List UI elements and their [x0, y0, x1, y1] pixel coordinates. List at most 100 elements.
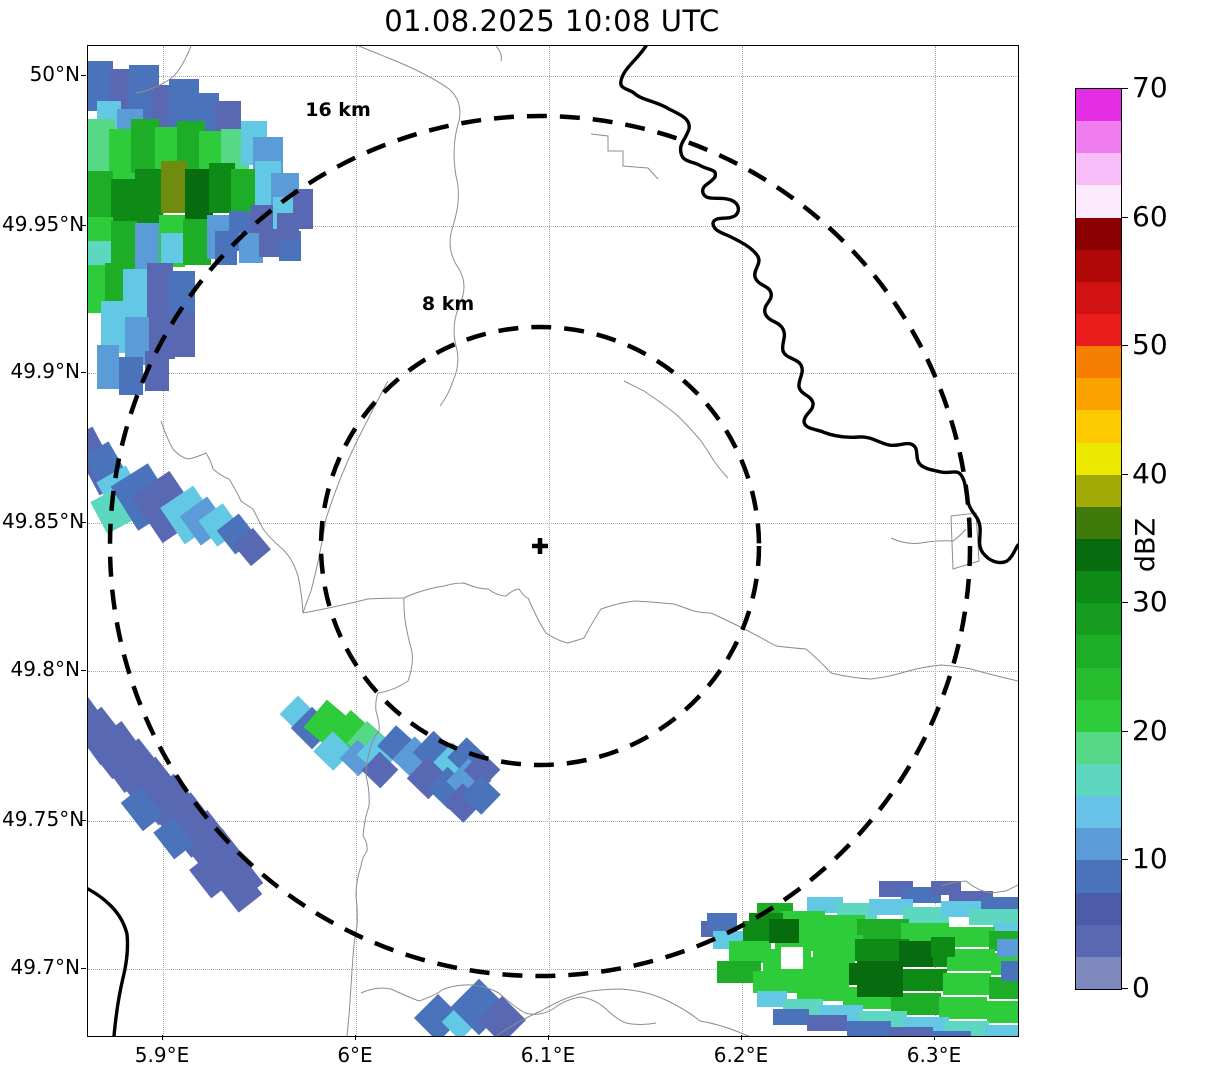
- river-border-path: [619, 46, 1018, 565]
- colorbar-segment: [1076, 602, 1121, 636]
- colorbar-segment: [1076, 634, 1121, 668]
- radar-cell: [969, 909, 1018, 925]
- radar-cell: [985, 1025, 1018, 1036]
- colorbar-segment: [1076, 924, 1121, 957]
- colorbar-tick-mark: [1121, 859, 1128, 861]
- radar-cell: [997, 939, 1018, 957]
- radar-cell: [259, 229, 279, 257]
- radar-cell: [797, 979, 849, 1001]
- colorbar-segment: [1076, 313, 1121, 347]
- colorbar-segment: [1076, 217, 1121, 250]
- gridline-horizontal: [88, 226, 1018, 227]
- radar-cell: [807, 897, 843, 913]
- radar-cell: [753, 971, 803, 993]
- colorbar-tick-label: 40: [1132, 456, 1168, 490]
- colorbar-segment: [1076, 88, 1121, 122]
- radar-cell: [857, 919, 909, 939]
- y-tick-label: 49.9°N: [10, 359, 81, 383]
- y-tick-mark: [81, 372, 86, 373]
- radar-site-marker: [532, 538, 548, 554]
- radar-cell: [111, 221, 137, 269]
- colorbar-tick-mark: [1121, 602, 1128, 604]
- y-tick-mark: [81, 522, 86, 523]
- range-ring: [318, 324, 762, 768]
- radar-cell: [88, 171, 113, 225]
- admin-boundary-path: [135, 46, 192, 94]
- y-tick-label: 49.95°N: [2, 212, 85, 236]
- radar-cell: [111, 179, 137, 229]
- gridline-horizontal: [88, 373, 1018, 374]
- radar-cell: [109, 129, 135, 185]
- radar-cell: [757, 991, 787, 1007]
- y-tick-mark: [81, 670, 86, 671]
- colorbar-segment: [1076, 538, 1121, 572]
- radar-cell: [717, 961, 761, 983]
- admin-boundary-path: [346, 597, 413, 1036]
- admin-boundary-path: [302, 582, 1018, 682]
- colorbar-segment: [1076, 345, 1121, 379]
- colorbar-segment: [1076, 892, 1121, 925]
- colorbar-segment: [1076, 506, 1121, 539]
- x-tick-label: 6.3°E: [906, 1043, 962, 1067]
- y-tick-label: 50°N: [29, 62, 80, 86]
- radar-cell: [707, 913, 737, 931]
- colorbar-tick-mark: [1121, 473, 1128, 475]
- radar-cell: [813, 935, 863, 957]
- colorbar-segment: [1076, 152, 1121, 186]
- colorbar-segment: [1076, 731, 1121, 764]
- plot-title: 01.08.2025 10:08 UTC: [384, 4, 720, 38]
- radar-cell: [855, 939, 909, 961]
- radar-cell: [943, 973, 991, 995]
- radar-cell: [147, 263, 173, 317]
- colorbar-tick-label: 70: [1132, 71, 1168, 104]
- x-tick-label: 6.1°E: [520, 1043, 576, 1067]
- colorbar-axis-label: dBZ: [1130, 517, 1162, 573]
- colorbar-tick-mark: [1121, 88, 1128, 89]
- admin-boundary-path: [160, 420, 304, 614]
- gridline-horizontal: [88, 523, 1018, 524]
- colorbar-segment: [1076, 249, 1121, 282]
- colorbar-segment: [1076, 570, 1121, 604]
- y-tick-mark: [81, 225, 86, 226]
- colorbar-segment: [1076, 699, 1121, 732]
- radar-cell: [899, 941, 933, 967]
- colorbar-segment: [1076, 474, 1121, 507]
- admin-boundary-path: [360, 984, 657, 1025]
- radar-cell: [947, 949, 995, 971]
- y-tick-label: 49.75°N: [2, 807, 85, 831]
- radar-cell: [889, 1027, 933, 1036]
- admin-boundary-path: [495, 988, 750, 1036]
- x-tick-mark: [934, 1035, 935, 1040]
- radar-cell: [897, 969, 947, 991]
- radar-cell: [161, 233, 183, 263]
- admin-boundary-path: [623, 380, 729, 479]
- radar-cell: [803, 957, 855, 979]
- radar-cell: [781, 947, 803, 969]
- admin-boundary-path: [302, 380, 389, 614]
- colorbar-tick-mark: [1121, 988, 1128, 989]
- y-tick-label: 49.7°N: [10, 955, 81, 979]
- ring-label-8km: 8 km: [421, 293, 475, 315]
- radar-cell: [209, 163, 235, 213]
- x-tick-mark: [548, 1035, 549, 1040]
- x-tick-label: 5.9°E: [134, 1043, 190, 1067]
- radar-cell: [857, 961, 903, 997]
- radar-cell: [773, 1009, 809, 1025]
- country-border-path: [88, 887, 130, 1036]
- radar-cell: [119, 357, 143, 395]
- colorbar-tick-label: 0: [1132, 971, 1150, 1004]
- radar-cell: [1001, 961, 1018, 981]
- admin-boundary-path: [950, 512, 980, 570]
- radar-cell: [135, 223, 163, 269]
- radar-cell: [277, 213, 299, 241]
- colorbar-tick-label: 50: [1132, 328, 1168, 362]
- colorbar-segment: [1076, 827, 1121, 861]
- radar-cell: [97, 345, 119, 389]
- gridline-horizontal: [88, 821, 1018, 822]
- radar-cell: [817, 915, 865, 935]
- colorbar-tick-label: 60: [1132, 199, 1168, 233]
- y-tick-label: 49.8°N: [10, 657, 81, 681]
- radar-cell: [939, 997, 987, 1019]
- colorbar-segment: [1076, 281, 1121, 314]
